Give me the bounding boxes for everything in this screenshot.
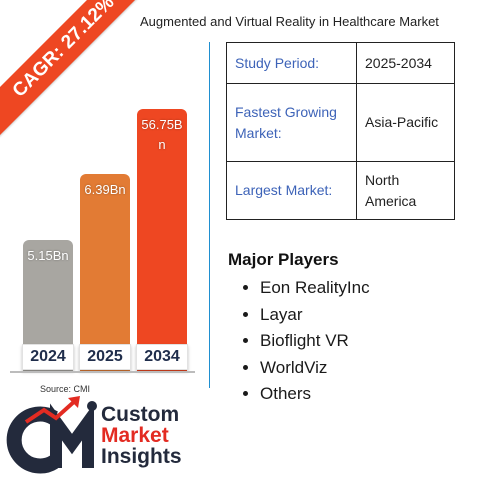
players-list: Eon RealityInc Layar Bioflight VR WorldV… [240, 275, 370, 408]
info-value: North America [356, 161, 455, 220]
player-item: Others [260, 381, 370, 408]
info-row-study-period: Study Period: 2025-2034 [226, 42, 455, 84]
info-key: Study Period: [226, 42, 357, 84]
bar-2034 [137, 109, 187, 371]
player-item: Eon RealityInc [260, 275, 370, 302]
player-item: WorldViz [260, 355, 370, 382]
bar-value-label: 5.15Bn [27, 248, 69, 263]
info-row-largest-market: Largest Market: North America [226, 161, 455, 220]
info-key: Fastest Growing Market: [226, 83, 357, 162]
players-title: Major Players [228, 250, 339, 269]
year-label: 2025 [79, 344, 131, 370]
logo-line-insights: Insights [101, 445, 182, 468]
logo-text: Custom Market Insights [101, 404, 182, 467]
bar-2025 [80, 174, 130, 371]
chart-baseline [10, 371, 195, 373]
year-label: 2024 [22, 344, 74, 370]
player-item: Bioflight VR [260, 328, 370, 355]
logo-line-custom: Custom [101, 403, 180, 426]
divider-line [209, 42, 210, 388]
logo-line-market: Market [101, 424, 169, 447]
info-value: Asia-Pacific [356, 83, 455, 162]
bar-chart: 5.15Bn 2024 6.39Bn 2025 56.75Bn 2034 [0, 0, 210, 400]
bar-value-label: 56.75Bn [141, 117, 183, 152]
info-value: 2025-2034 [356, 42, 455, 84]
player-item: Layar [260, 302, 370, 329]
page-title: Augmented and Virtual Reality in Healthc… [140, 14, 439, 29]
info-row-fastest-growing: Fastest Growing Market: Asia-Pacific [226, 83, 455, 162]
bar-value-label: 6.39Bn [84, 182, 126, 197]
info-table: Study Period: 2025-2034 Fastest Growing … [226, 42, 455, 220]
cmi-logo-icon [6, 396, 97, 474]
info-key: Largest Market: [226, 161, 357, 220]
source-note: Source: CMI [40, 384, 91, 394]
year-label: 2034 [136, 344, 188, 370]
